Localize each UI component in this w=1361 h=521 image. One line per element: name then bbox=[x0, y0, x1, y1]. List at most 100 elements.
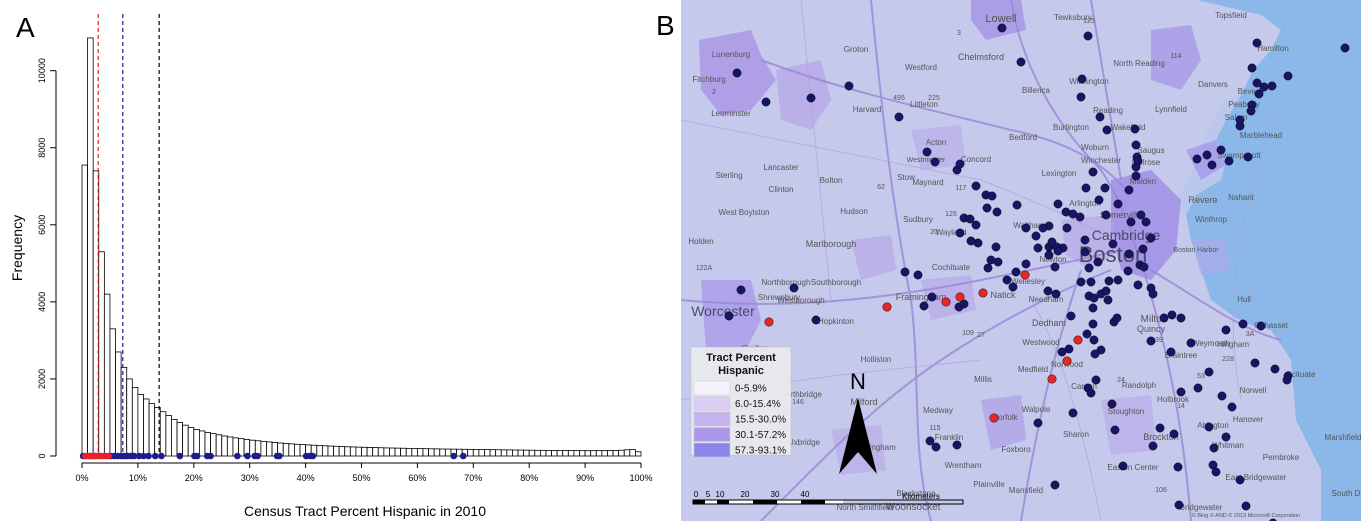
histogram-bar bbox=[176, 422, 184, 457]
north-arrow-icon: N bbox=[839, 369, 877, 474]
map-point-blue bbox=[894, 112, 904, 122]
tract-point-red bbox=[105, 452, 113, 460]
map-label-westborough: Westborough bbox=[777, 296, 824, 305]
map-point-blue bbox=[925, 436, 935, 446]
histogram-bar bbox=[500, 449, 508, 457]
map-label-salem: Salem bbox=[1225, 113, 1248, 122]
map-label-route-14: 14 bbox=[1177, 403, 1185, 410]
histogram-bar bbox=[87, 37, 94, 457]
histogram-bar bbox=[556, 450, 564, 457]
map-label-stow: Stow bbox=[897, 173, 915, 182]
map-label-north-smithfield: North Smithfield bbox=[837, 503, 894, 512]
histogram-bar bbox=[444, 448, 452, 457]
map-point-blue bbox=[1126, 217, 1136, 227]
map-label-bellingham: Bellingham bbox=[856, 443, 896, 452]
map-label-weymouth: Weymouth bbox=[1192, 339, 1230, 348]
scale-tick-label: 20 bbox=[741, 490, 750, 499]
map-point-red bbox=[1047, 374, 1057, 384]
map-label-brockton: Brockton bbox=[1143, 432, 1179, 442]
histogram-bar bbox=[98, 251, 105, 457]
map-label-route-125: 125 bbox=[1083, 18, 1095, 25]
map-point-red bbox=[955, 292, 965, 302]
map-point-blue bbox=[913, 270, 923, 280]
histogram-bar bbox=[81, 164, 88, 457]
map-point-blue bbox=[806, 93, 816, 103]
map-label-mansfield: Mansfield bbox=[1009, 486, 1043, 495]
map-label-route-146: 146 bbox=[792, 399, 804, 406]
map-point-blue bbox=[971, 220, 981, 230]
map-label-cochituate: Cochituate bbox=[932, 263, 971, 272]
map-label-hull: Hull bbox=[1237, 295, 1251, 304]
legend-swatch bbox=[693, 396, 731, 411]
map-label-route-27: 27 bbox=[977, 332, 985, 339]
x-tick-label: 90% bbox=[576, 473, 594, 483]
map-label-dedham: Dedham bbox=[1032, 318, 1066, 328]
map-point-blue bbox=[1207, 160, 1217, 170]
map-point-blue bbox=[1186, 338, 1196, 348]
map-label-route-114: 114 bbox=[1170, 53, 1181, 60]
map-point-blue bbox=[1057, 347, 1067, 357]
legend-label: 15.5-30.0% bbox=[735, 415, 786, 426]
map-point-blue bbox=[736, 285, 746, 295]
histogram-bar bbox=[266, 441, 273, 457]
map-label-nahant: Nahant bbox=[1228, 193, 1255, 202]
map-point-blue bbox=[919, 301, 929, 311]
map-point-blue bbox=[1176, 313, 1186, 323]
map-point-blue bbox=[982, 203, 992, 213]
map-point-blue bbox=[1066, 311, 1076, 321]
map-point-blue bbox=[1002, 275, 1012, 285]
map-label-route-115: 115 bbox=[929, 425, 940, 432]
map-point-blue bbox=[1091, 375, 1101, 385]
histogram-bar bbox=[416, 448, 424, 457]
histogram-chart: 0 2000 4000 6000 8000 10000 0% 10% 20% 30% 40% 50% 6… bbox=[9, 14, 653, 519]
map-point-blue bbox=[1146, 233, 1156, 243]
histogram-bar bbox=[383, 447, 390, 457]
map-point-blue bbox=[1094, 195, 1104, 205]
map-point-blue bbox=[955, 159, 965, 169]
histogram-bar bbox=[528, 449, 536, 457]
map-point-red bbox=[1062, 356, 1072, 366]
x-tick-label: 0% bbox=[75, 473, 88, 483]
map-point-blue bbox=[1123, 266, 1133, 276]
map-label-sharon: Sharon bbox=[1063, 430, 1089, 439]
x-tick-label: 50% bbox=[352, 473, 370, 483]
map-label-whitman: Whitman bbox=[1212, 441, 1244, 450]
histogram-bar bbox=[148, 403, 156, 457]
histogram-bar bbox=[573, 450, 580, 457]
histogram-bar bbox=[400, 447, 407, 457]
map-point-blue bbox=[1133, 280, 1143, 290]
map-label-randolph: Randolph bbox=[1122, 381, 1156, 390]
map-point-blue bbox=[1252, 78, 1262, 88]
map-label-northborough: Northborough bbox=[762, 278, 811, 287]
map-label-lunenburg: Lunenburg bbox=[712, 50, 750, 59]
map-point-blue bbox=[1051, 289, 1061, 299]
map-label-winchester: Winchester bbox=[1081, 156, 1121, 165]
histogram-bar bbox=[506, 449, 513, 457]
map-label-route-3a: 3A bbox=[1246, 331, 1255, 338]
histogram-bar bbox=[316, 445, 323, 457]
map-point-blue bbox=[1090, 349, 1100, 359]
histogram-bar bbox=[607, 450, 614, 457]
map-point-blue bbox=[1204, 422, 1214, 432]
legend-title-line2: Hispanic bbox=[718, 365, 764, 377]
map-point-blue bbox=[1047, 237, 1057, 247]
histogram-bar bbox=[109, 328, 116, 457]
map-label-lynnfield: Lynnfield bbox=[1155, 105, 1187, 114]
map-label-somerville: Somerville bbox=[1100, 210, 1142, 220]
histogram-bar bbox=[635, 451, 642, 457]
map-point-blue bbox=[1146, 336, 1156, 346]
legend-swatch bbox=[693, 411, 731, 427]
map-point-blue bbox=[966, 236, 976, 246]
map-point-blue bbox=[732, 68, 742, 78]
map-label-milton: Milton bbox=[1141, 314, 1168, 325]
map-point-blue bbox=[1081, 183, 1091, 193]
histogram-bar bbox=[338, 446, 346, 457]
map-point-blue bbox=[1141, 217, 1151, 227]
map-label-tewksbury: Tewksbury bbox=[1054, 13, 1092, 22]
map-label-holden: Holden bbox=[688, 237, 713, 246]
legend-swatch bbox=[693, 380, 731, 396]
map-label-topsfield: Topsfield bbox=[1215, 11, 1247, 20]
tract-point-blue bbox=[158, 452, 165, 460]
map-label-route-3: 3 bbox=[957, 30, 961, 37]
map-point-blue bbox=[1110, 425, 1120, 435]
